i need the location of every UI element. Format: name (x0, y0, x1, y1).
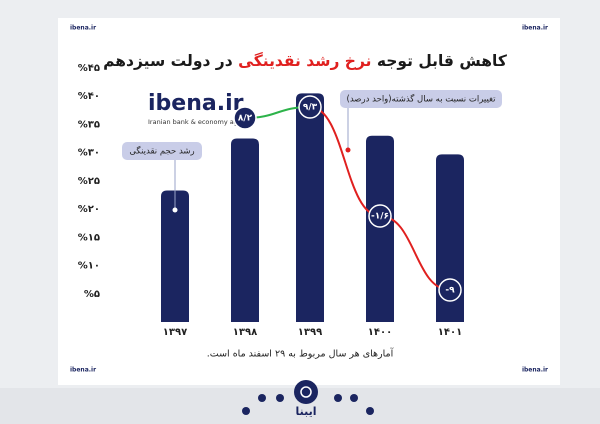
x-tick-label: ۱۳۹۹ (298, 327, 322, 338)
icon[interactable] (258, 394, 266, 402)
change-marker (298, 95, 322, 119)
y-tick-label: %۱۰ (78, 261, 100, 272)
change-label: -۹ (445, 286, 455, 296)
footer-icon (294, 380, 318, 404)
bar (161, 190, 189, 322)
corner-logo: ibena.ir (522, 25, 548, 32)
footer-icon (300, 386, 312, 398)
social-icons (242, 394, 374, 415)
change-label: -۱/۶ (371, 212, 389, 222)
legend-bar: رشد حجم نقدینگی (129, 146, 194, 157)
y-tick-label: %۳۰ (78, 148, 100, 159)
y-tick-label: %۲۵ (78, 176, 100, 187)
y-tick-label: %۴۵ (78, 63, 100, 74)
x-tick-label: ۱۳۹۸ (233, 327, 257, 338)
change-marker (438, 278, 462, 302)
change-label: ۸/۲ (238, 114, 253, 124)
title-highlight: نرخ رشد نقدینگی (238, 52, 372, 70)
x-tick-label: ۱۳۹۷ (163, 327, 187, 338)
bar (366, 135, 394, 322)
icon[interactable] (276, 394, 284, 402)
change-marker (368, 204, 392, 228)
bar (296, 93, 324, 323)
note: آمارهای هر سال مربوط به ۲۹ اسفند ماه است… (207, 347, 394, 360)
callout-box (340, 90, 502, 108)
change-label: ۹/۳ (303, 103, 318, 113)
title-part: کاهش قابل توجه (376, 52, 507, 70)
y-tick-label: %۴۰ (78, 91, 100, 102)
icon[interactable] (334, 394, 342, 402)
logo-tagline: Iranian bank & economy agency (148, 118, 254, 126)
corner-logo: ibena.ir (522, 367, 548, 374)
icon[interactable] (366, 407, 374, 415)
callout-box (122, 142, 202, 160)
bar (231, 138, 259, 322)
icon[interactable] (350, 394, 358, 402)
y-tick-label: %۳۵ (78, 119, 100, 130)
change-marker (233, 106, 257, 130)
title-part: در دولت سیزدهم (103, 52, 233, 70)
legend-change: تغییرات نسبت به سال گذشته(واحد درصد) (347, 94, 497, 105)
footer-brand: ایبنا (295, 405, 316, 418)
corner-logo: ibena.ir (70, 367, 96, 374)
x-tick-label: ۱۴۰۰ (368, 327, 392, 338)
logo: ibena.ir (148, 91, 244, 116)
change-line (309, 106, 381, 217)
callout-dot (345, 147, 351, 153)
bar (436, 154, 464, 322)
icon[interactable] (242, 407, 250, 415)
y-tick-label: %۲۰ (78, 204, 100, 215)
corner-logo: ibena.ir (70, 25, 96, 32)
x-tick-label: ۱۴۰۱ (438, 327, 462, 338)
chart-title: کاهش قابل توجه نرخ رشد نقدینگی در دولت س… (100, 52, 510, 70)
callout-dot (172, 207, 178, 213)
y-tick-label: %۱۵ (78, 232, 100, 243)
y-tick-label: %۵ (84, 289, 100, 300)
